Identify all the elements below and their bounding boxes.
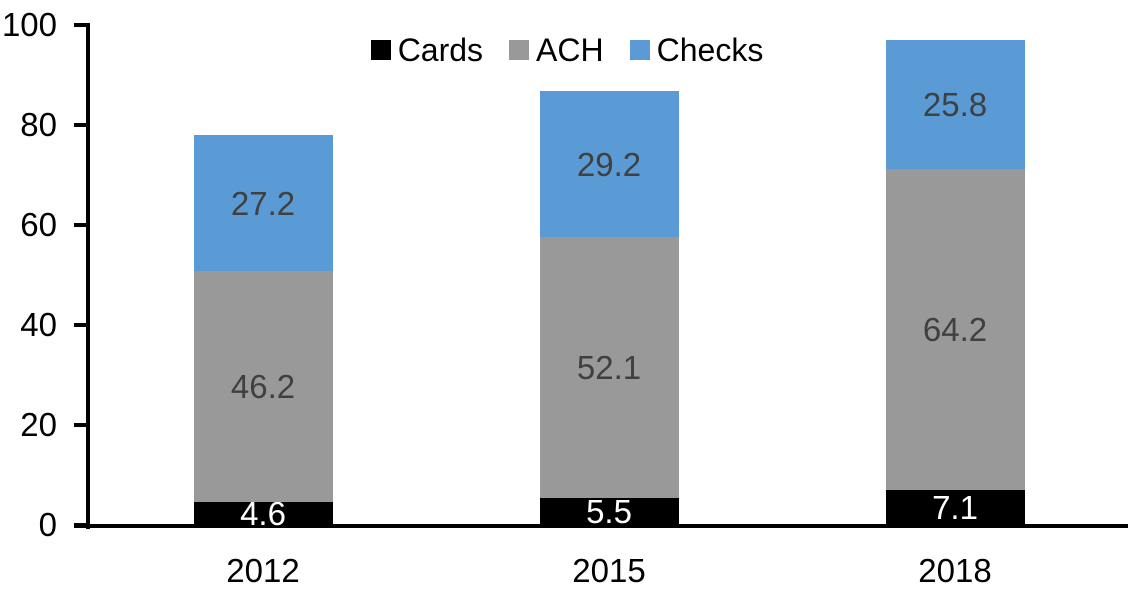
- chart-legend: Cards ACH Checks: [0, 34, 1134, 66]
- y-tick-label: 0: [38, 506, 57, 543]
- bar-value-label: 5.5: [586, 492, 632, 530]
- legend-item-checks: Checks: [629, 32, 764, 68]
- legend-swatch-ach-icon: [509, 40, 530, 60]
- y-tick-label: 20: [20, 406, 57, 443]
- y-axis-tick: [74, 423, 90, 427]
- bar-segment-checks-2012: 27.2: [193, 135, 333, 271]
- bar-segment-checks-2015: 29.2: [539, 91, 679, 237]
- bar-segment-cards-2012: 4.6: [193, 497, 333, 530]
- bar-value-label: 46.2: [230, 368, 296, 405]
- y-tick-label: 80: [20, 106, 57, 143]
- y-axis-tick: [74, 23, 90, 27]
- legend-swatch-checks-icon: [629, 40, 650, 60]
- bar-value-label: 52.1: [576, 348, 642, 386]
- bar-segment-cards-2018: 7.1: [885, 488, 1025, 526]
- legend-item-ach: ACH: [509, 34, 604, 66]
- x-axis-line: [74, 524, 1128, 528]
- x-category-label: 2018: [918, 552, 992, 589]
- bar-value-label: 27.2: [230, 184, 296, 222]
- bar-value-label: 25.8: [922, 85, 988, 123]
- legend-swatch-cards-icon: [370, 40, 391, 60]
- y-axis-tick: [74, 523, 90, 527]
- bar-value-label: 4.6: [240, 495, 286, 532]
- bar-value-label: 29.2: [576, 145, 642, 183]
- y-axis-line: [86, 23, 90, 529]
- bar-segment-cards-2015: 5.5: [539, 492, 679, 530]
- x-category-label: 2012: [226, 552, 300, 589]
- bar-value-label: 64.2: [922, 310, 988, 348]
- legend-label-cards: Cards: [397, 32, 484, 68]
- legend-label-ach: ACH: [536, 32, 604, 68]
- y-axis-tick: [74, 323, 90, 327]
- bar-segment-ach-2015: 52.1: [539, 237, 679, 498]
- bar-value-label: 7.1: [932, 488, 978, 526]
- legend-label-checks: Checks: [656, 32, 764, 68]
- bar-segment-ach-2018: 64.2: [885, 168, 1025, 490]
- y-tick-label: 100: [1, 6, 57, 43]
- legend-item-cards: Cards: [370, 32, 484, 68]
- y-tick-label: 40: [20, 306, 57, 343]
- x-category-label: 2015: [572, 552, 646, 589]
- y-axis-tick: [74, 223, 90, 227]
- y-tick-label: 60: [20, 206, 57, 243]
- y-axis-tick: [74, 123, 90, 127]
- bar-segment-ach-2012: 46.2: [193, 271, 333, 502]
- bar-segment-checks-2018: 25.8: [885, 39, 1025, 169]
